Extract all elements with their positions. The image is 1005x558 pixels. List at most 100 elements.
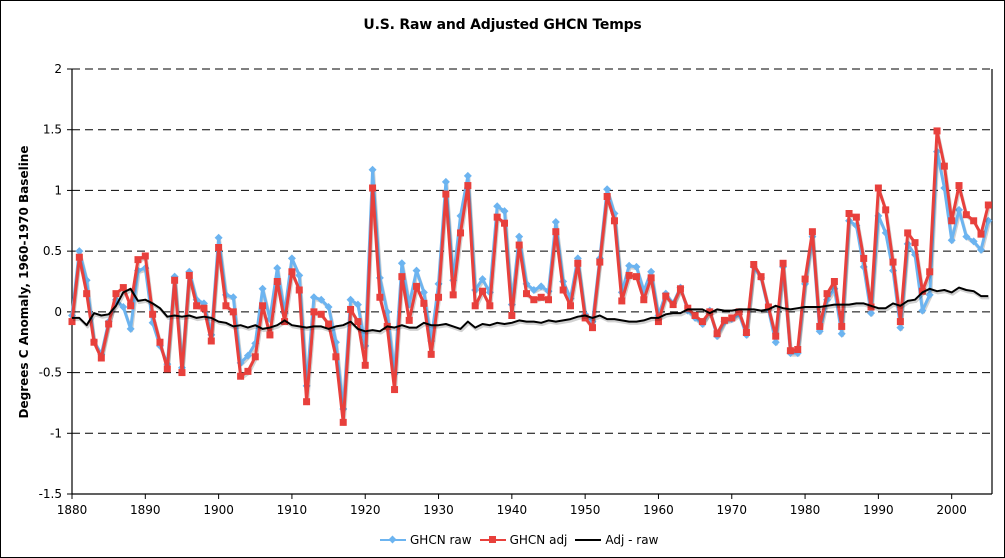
legend-label-raw: GHCN raw — [410, 533, 472, 547]
data-point-square — [68, 318, 76, 326]
x-tick-label: 1910 — [277, 503, 308, 517]
legend-item-diff: Adj - raw — [575, 533, 658, 547]
data-point-square — [112, 290, 120, 298]
axes — [67, 68, 993, 499]
data-point-square — [193, 302, 201, 310]
y-tick-label: 0.5 — [43, 244, 62, 258]
x-tick-label: 1900 — [203, 503, 234, 517]
data-point-square — [713, 330, 721, 338]
data-point-square — [435, 293, 443, 301]
data-point-square — [200, 304, 208, 312]
data-point-square — [310, 308, 318, 316]
data-point-square — [119, 284, 127, 292]
x-tick-label: 1940 — [497, 503, 528, 517]
data-point-square — [698, 318, 706, 326]
data-point-diamond — [214, 233, 223, 242]
data-point-square — [948, 217, 956, 225]
data-point-square — [933, 127, 941, 135]
data-point-square — [610, 217, 618, 225]
y-tick-label: 1 — [54, 183, 62, 197]
diamond-marker-icon — [388, 535, 397, 544]
y-tick-labels: 2 1.5 1 0.5 0 -0.5 -1 -1.5 — [39, 62, 62, 501]
data-point-square — [75, 253, 83, 261]
data-point-diamond — [955, 205, 964, 214]
data-point-square — [588, 324, 596, 332]
data-point-square — [640, 296, 648, 304]
chart-title: U.S. Raw and Adjusted GHCN Temps — [363, 17, 642, 33]
data-point-square — [860, 254, 868, 262]
data-point-square — [786, 347, 794, 355]
x-tick-labels: 1880 1890 1900 1910 1920 1930 1940 1950 1960 1970… — [57, 503, 967, 517]
x-tick-label: 1970 — [716, 503, 747, 517]
data-point-square — [852, 213, 860, 221]
data-point-square — [244, 367, 252, 375]
data-point-square — [259, 302, 267, 310]
data-point-diamond — [273, 264, 282, 273]
data-point-square — [427, 350, 435, 358]
data-point-square — [544, 296, 552, 304]
y-tick-label: -1 — [50, 426, 62, 440]
data-point-diamond — [977, 245, 986, 254]
x-tick-label: 1920 — [350, 503, 381, 517]
data-point-square — [134, 256, 142, 264]
data-point-diamond — [324, 303, 333, 311]
series-line — [72, 286, 989, 333]
data-point-square — [537, 293, 545, 301]
legend-swatch-diff — [575, 535, 602, 545]
data-point-diamond — [317, 295, 326, 304]
data-point-square — [977, 230, 985, 238]
x-tick-label: 1890 — [130, 503, 161, 517]
data-point-square — [105, 320, 113, 328]
data-point-square — [376, 293, 384, 301]
data-point-square — [552, 228, 560, 236]
data-point-diamond — [478, 275, 487, 284]
data-point-diamond — [126, 324, 135, 333]
x-tick-label: 1980 — [790, 503, 821, 517]
data-point-square — [889, 258, 897, 266]
data-point-diamond — [419, 288, 428, 297]
x-tick-label: 2000 — [936, 503, 967, 517]
data-point-square — [845, 210, 853, 217]
data-point-square — [347, 305, 355, 313]
data-point-square — [288, 268, 296, 276]
data-point-diamond — [918, 306, 927, 315]
data-point-diamond — [515, 232, 524, 241]
data-point-square — [823, 290, 831, 298]
data-point-square — [325, 320, 333, 328]
data-point-square — [720, 316, 728, 324]
data-point-square — [501, 219, 509, 227]
line-chart: 2 1.5 1 0.5 0 -0.5 -1 -1.5 1880 1890 1900 1910 1920… — [17, 62, 993, 517]
data-point-square — [706, 308, 714, 316]
data-point-square — [838, 322, 846, 330]
data-point-square — [896, 318, 904, 326]
data-point-square — [523, 290, 531, 298]
series-line — [70, 129, 990, 424]
data-point-square — [185, 271, 193, 279]
data-point-square — [163, 365, 171, 373]
series-shadow — [73, 288, 990, 335]
square-marker-icon — [488, 536, 496, 543]
data-point-square — [596, 258, 604, 266]
data-point-diamond — [441, 177, 450, 186]
data-point-diamond — [896, 323, 905, 332]
data-point-square — [779, 259, 787, 267]
data-point-square — [127, 302, 135, 310]
data-point-square — [742, 329, 750, 336]
data-point-square — [764, 303, 772, 311]
legend-swatch-adj — [479, 535, 506, 545]
data-point-square — [515, 241, 523, 249]
data-point-square — [625, 271, 633, 279]
data-point-diamond — [119, 303, 128, 311]
x-tick-label: 1950 — [570, 503, 601, 517]
data-point-square — [728, 314, 736, 322]
data-point-diamond — [346, 295, 355, 304]
data-point-square — [566, 302, 574, 310]
data-point-square — [354, 318, 362, 326]
data-point-square — [647, 274, 655, 282]
data-point-square — [801, 275, 809, 283]
data-point-square — [457, 229, 465, 237]
series-ghcn-raw — [68, 147, 993, 413]
data-point-diamond — [309, 293, 318, 302]
data-point-diamond — [500, 207, 509, 216]
data-point-square — [735, 308, 743, 316]
